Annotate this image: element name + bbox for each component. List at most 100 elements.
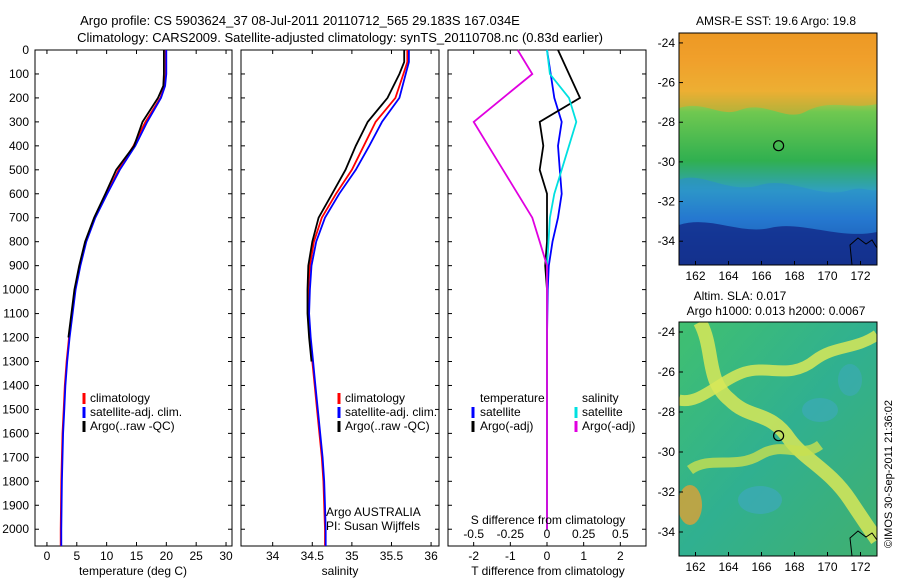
argo-location-marker — [772, 430, 785, 442]
temperature-plot-frame — [34, 49, 233, 547]
lat-tick-label: -24 — [658, 325, 676, 339]
depth-tick-label: 1900 — [2, 498, 29, 512]
depth-tick-label: 1300 — [2, 354, 29, 368]
s-tick-label: 0 — [544, 527, 551, 541]
sla-map-frame — [678, 321, 878, 557]
lat-tick-label: -28 — [658, 115, 676, 129]
series-line-argo-raw-qc- — [306, 50, 406, 362]
series-line-satellite-adj-clim- — [60, 50, 168, 546]
difference-panel: -2 -1 0 1 2 -0.5 -0.25 0 0.25 0.5 S difference f… — [447, 49, 647, 578]
x-tick-label: -1 — [505, 549, 516, 563]
depth-tick-label: 600 — [9, 187, 29, 201]
lat-tick-label: -24 — [658, 36, 676, 50]
legend-label-satellite: satellite-adj. clim. — [345, 405, 437, 419]
x-tick-label: 20 — [160, 549, 174, 563]
x-tick-label: 35.5 — [380, 549, 404, 563]
legend-label-sal-satellite: satellite — [582, 405, 623, 419]
x-tick-label: 36 — [424, 549, 438, 563]
series-line-salinity-argo-adj- — [472, 49, 548, 530]
legend-label-sal-argo: Argo(-adj) — [582, 419, 635, 433]
x-tick-label: 30 — [219, 549, 233, 563]
lon-tick-label: 172 — [850, 269, 870, 283]
depth-tick-label: 100 — [9, 67, 29, 81]
salinity-axis-ticks: 34 34.5 35 35.5 36 — [266, 50, 438, 563]
lon-tick-label: 164 — [718, 269, 738, 283]
s-difference-axis-label: S difference from climatology — [471, 513, 626, 527]
temperature-legend: climatology satellite-adj. clim. Argo(..… — [82, 391, 182, 433]
temperature-series — [59, 50, 168, 546]
lat-tick-label: -34 — [658, 234, 676, 248]
sla-map-subtitle: Argo h1000: 0.013 h2000: 0.0067 — [687, 304, 866, 318]
depth-tick-label: 1600 — [2, 426, 29, 440]
lat-tick-label: -32 — [658, 485, 676, 499]
depth-tick-label: 400 — [9, 139, 29, 153]
x-tick-label: 2 — [617, 549, 624, 563]
lon-tick-label: 168 — [784, 560, 804, 574]
depth-axis-ticks: 0 100 200 300 400 500 600 700 800 900 1000 1100 1200… — [2, 43, 646, 536]
temperature-axis-label: temperature (deg C) — [79, 564, 187, 578]
imos-credit: ©IMOS 30-Sep-2011 21:36:02 — [883, 400, 895, 548]
legend-label-temp-satellite: satellite — [480, 405, 521, 419]
salinity-series — [306, 50, 410, 546]
s-tick-label: -0.25 — [497, 527, 525, 541]
figure-title-line-2: Climatology: CARS2009. Satellite-adjuste… — [77, 30, 603, 45]
x-tick-label: 34 — [266, 549, 280, 563]
lat-tick-label: -26 — [658, 365, 676, 379]
legend-label-argo: Argo(..raw -QC) — [90, 419, 175, 433]
temperature-axis-ticks: 0 5 10 15 20 25 30 — [44, 50, 233, 563]
t-difference-axis-ticks: -2 -1 0 1 2 — [468, 50, 624, 563]
lon-tick-label: 166 — [751, 269, 771, 283]
series-line-satellite-adj-clim- — [308, 50, 410, 546]
sst-field — [679, 33, 877, 265]
legend-label-climatology: climatology — [345, 391, 405, 405]
sst-map-frame — [678, 32, 878, 266]
x-tick-label: 25 — [190, 549, 204, 563]
sla-map-panel: Altim. SLA: 0.017 Argo h1000: 0.013 h200… — [658, 289, 878, 574]
lat-tick-label: -30 — [658, 445, 676, 459]
x-tick-label: 0 — [544, 549, 551, 563]
lon-tick-label: 162 — [685, 269, 705, 283]
depth-tick-label: 200 — [9, 91, 29, 105]
lat-tick-label: -26 — [658, 76, 676, 90]
lat-tick-label: -34 — [658, 525, 676, 539]
depth-tick-label: 900 — [9, 259, 29, 273]
x-tick-label: 15 — [130, 549, 144, 563]
depth-tick-label: 1100 — [3, 307, 29, 321]
x-tick-label: 1 — [580, 549, 587, 563]
depth-tick-label: 1700 — [2, 450, 29, 464]
depth-tick-label: 1000 — [2, 283, 29, 297]
t-difference-axis-label: T difference from climatology — [471, 564, 625, 578]
x-tick-label: 35 — [345, 549, 359, 563]
sst-map-panel: AMSR-E SST: 19.6 Argo: 19.8 162 164 166 168… — [658, 14, 878, 283]
series-line-climatology — [59, 50, 167, 546]
s-tick-label: -0.5 — [463, 527, 484, 541]
x-tick-label: 34.5 — [301, 549, 325, 563]
salinity-legend: climatology satellite-adj. clim. Argo(..… — [337, 391, 437, 433]
depth-tick-label: 0 — [22, 43, 29, 57]
legend-label-temp-argo: Argo(-adj) — [480, 419, 533, 433]
figure-title-line-1: Argo profile: CS 5903624_37 08-Jul-2011 … — [80, 13, 520, 28]
lon-tick-label: 168 — [784, 269, 804, 283]
sla-map-title: Altim. SLA: 0.017 — [694, 289, 787, 303]
lon-tick-label: 170 — [817, 269, 837, 283]
series-line-argo-raw-qc- — [67, 50, 165, 338]
s-difference-axis-ticks: -0.5 -0.25 0 0.25 0.5 — [463, 527, 629, 541]
series-line-temperature-argo-adj- — [538, 49, 582, 530]
x-tick-label: 5 — [73, 549, 80, 563]
lon-tick-label: 170 — [817, 560, 837, 574]
legend-title-temperature: temperature — [480, 391, 545, 405]
lon-tick-label: 162 — [685, 560, 705, 574]
x-tick-label: -2 — [468, 549, 479, 563]
series-line-temperature-satellite — [546, 49, 563, 530]
depth-tick-label: 800 — [9, 235, 29, 249]
salinity-plot-frame — [240, 49, 440, 547]
float-pi-annotation: PI: Susan Wijffels — [326, 519, 420, 533]
salinity-axis-label: salinity — [322, 564, 359, 578]
legend-label-argo: Argo(..raw -QC) — [345, 419, 430, 433]
lon-tick-label: 164 — [718, 560, 738, 574]
depth-tick-label: 2000 — [2, 522, 29, 536]
lat-tick-label: -32 — [658, 195, 676, 209]
sla-field — [679, 322, 877, 556]
x-tick-label: 10 — [100, 549, 114, 563]
lon-tick-label: 172 — [850, 560, 870, 574]
